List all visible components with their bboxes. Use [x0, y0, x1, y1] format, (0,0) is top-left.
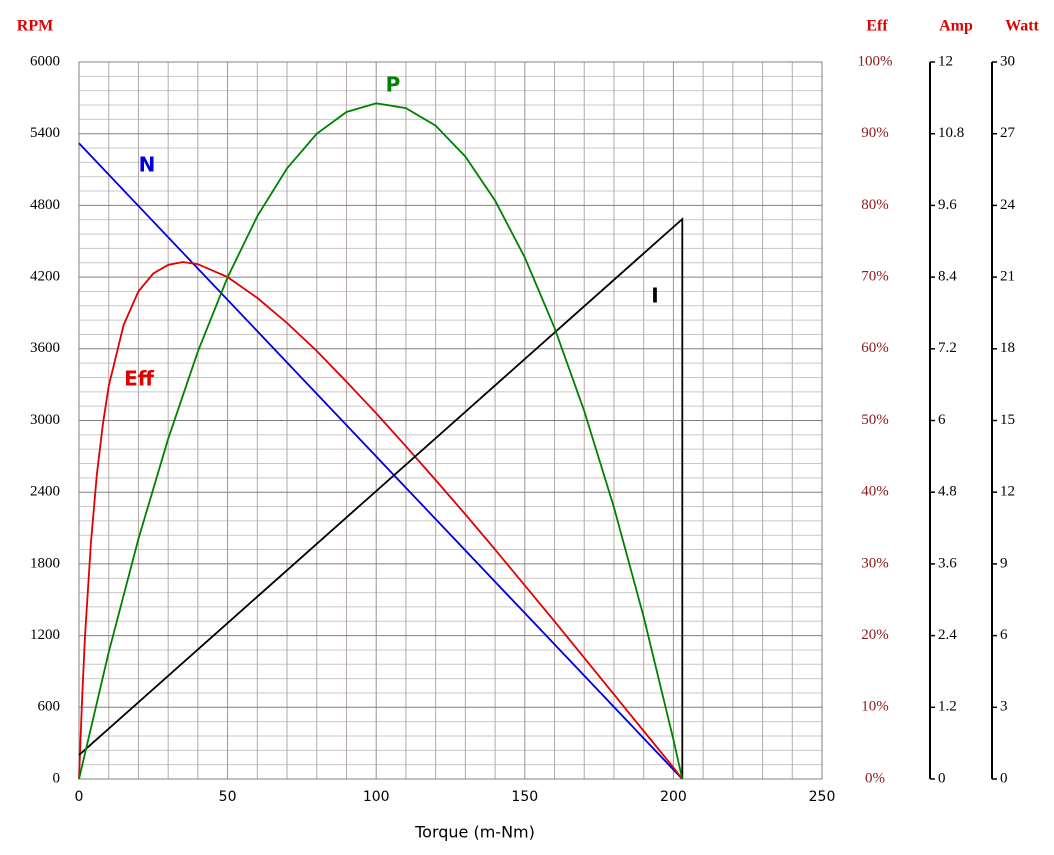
y-tick-label: 40% [861, 484, 889, 500]
y-tick-label: 30 [1000, 53, 1015, 69]
y-tick-label: 1800 [30, 555, 60, 571]
y-tick-label: 27 [1000, 125, 1016, 141]
series-label: I [651, 284, 658, 308]
y-tick-label: 0 [938, 770, 946, 786]
y-tick-label: 3.6 [938, 555, 957, 571]
series-line [78, 261, 684, 780]
y-tick-label: 15 [1000, 412, 1015, 428]
series-line [78, 102, 684, 780]
y-tick-label: 60% [861, 340, 889, 356]
x-tick-label: 100 [363, 789, 390, 805]
series-label: Eff [124, 367, 155, 391]
y-tick-label: 18 [1000, 340, 1015, 356]
series-label: P [386, 73, 401, 97]
y-tick-label: 1200 [30, 627, 60, 643]
axis-title: Amp [939, 18, 973, 35]
x-tick-label: 50 [219, 789, 237, 805]
y-tick-label: 21 [1000, 269, 1015, 285]
axis-title: RPM [17, 18, 53, 35]
y-tick-label: 12 [938, 53, 953, 69]
y-tick-label: 24 [1000, 197, 1016, 213]
x-tick-label: 250 [809, 789, 836, 805]
y-tick-label: 4200 [30, 269, 60, 285]
y-tick-label: 10.8 [938, 125, 964, 141]
series-line [78, 142, 683, 780]
y-tick-label: 90% [861, 125, 889, 141]
y-tick-label: 3600 [30, 340, 60, 356]
y-tick-label: 80% [861, 197, 889, 213]
y-tick-label: 3 [1000, 699, 1008, 715]
x-tick-label: 200 [660, 789, 687, 805]
y-tick-label: 10% [861, 699, 889, 715]
axis-title: Watt [1005, 18, 1039, 35]
y-tick-label: 9.6 [938, 197, 957, 213]
y-tick-label: 4800 [30, 197, 60, 213]
y-tick-label: 20% [861, 627, 889, 643]
y-tick-label: 70% [861, 269, 889, 285]
y-tick-label: 0 [53, 770, 61, 786]
y-tick-label: 6000 [30, 53, 60, 69]
series-line [78, 217, 684, 779]
y-tick-label: 6 [1000, 627, 1008, 643]
y-tick-label: 600 [38, 699, 61, 715]
y-tick-label: 12 [1000, 484, 1015, 500]
plot-border [78, 61, 823, 780]
y-tick-label: 50% [861, 412, 889, 428]
y-tick-label: 2.4 [938, 627, 957, 643]
y-tick-label: 2400 [30, 484, 60, 500]
y-tick-label: 4.8 [938, 484, 957, 500]
y-tick-label: 0% [865, 770, 885, 786]
x-tick-label: 0 [75, 789, 84, 805]
x-tick-label: 150 [511, 789, 538, 805]
x-axis-title: Torque (m-Nm) [414, 823, 535, 842]
y-tick-label: 3000 [30, 412, 60, 428]
y-tick-label: 1.2 [938, 699, 957, 715]
axis-title: Eff [866, 18, 888, 35]
y-tick-label: 9 [1000, 555, 1008, 571]
y-tick-label: 6 [938, 412, 946, 428]
y-tick-label: 7.2 [938, 340, 957, 356]
y-tick-label: 0 [1000, 770, 1008, 786]
y-tick-label: 30% [861, 555, 889, 571]
y-tick-label: 8.4 [938, 269, 957, 285]
y-tick-label: 5400 [30, 125, 60, 141]
y-tick-label: 100% [858, 53, 893, 69]
series-label: N [139, 153, 156, 177]
